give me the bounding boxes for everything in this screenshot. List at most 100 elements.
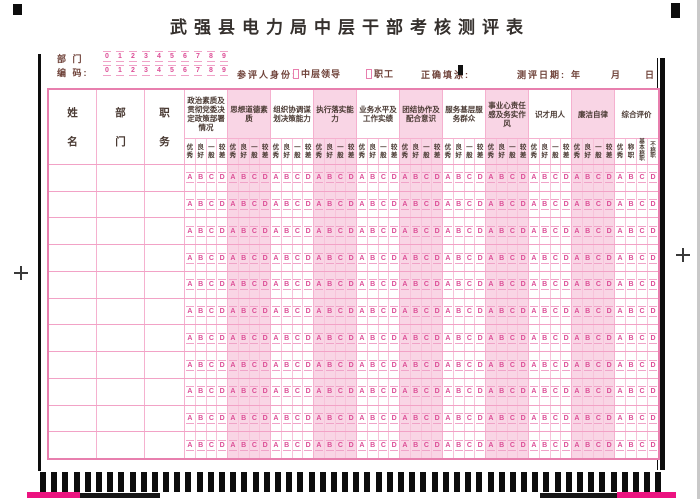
bubble-B[interactable]: B (196, 199, 205, 211)
bubble-A[interactable]: A (357, 412, 366, 424)
bubble-B[interactable]: B (454, 252, 463, 264)
bubble-B[interactable]: B (196, 279, 205, 291)
department-cell[interactable] (97, 352, 145, 378)
bubble-C[interactable]: C (638, 439, 646, 451)
bubble-C[interactable]: C (638, 332, 646, 344)
bubble-A[interactable]: A (185, 439, 194, 451)
bubble-D[interactable]: D (605, 439, 614, 451)
bubble-D[interactable]: D (562, 359, 571, 371)
bubble-A[interactable]: A (443, 172, 452, 184)
bubble-D[interactable]: D (562, 439, 571, 451)
bubble-A[interactable]: A (572, 386, 581, 398)
bubble-B[interactable]: B (583, 412, 592, 424)
bubble-D[interactable]: D (261, 439, 270, 451)
bubble-B[interactable]: B (325, 279, 334, 291)
bubble-C[interactable]: C (207, 359, 216, 371)
bubble-B[interactable]: B (583, 279, 592, 291)
bubble-C[interactable]: C (293, 412, 302, 424)
bubble-B[interactable]: B (454, 306, 463, 318)
bubble-B[interactable]: B (583, 225, 592, 237)
name-cell[interactable] (49, 405, 97, 432)
bubble-D[interactable]: D (562, 386, 571, 398)
bubble-C[interactable]: C (508, 386, 517, 398)
bubble-D[interactable]: D (649, 279, 657, 291)
bubble-C[interactable]: C (465, 332, 474, 344)
bubble-C[interactable]: C (638, 359, 646, 371)
bubble-B[interactable]: B (196, 359, 205, 371)
bubble-C[interactable]: C (422, 412, 431, 424)
bubble-A[interactable]: A (400, 199, 409, 211)
bubble-A[interactable]: A (314, 199, 323, 211)
bubble-A[interactable]: A (572, 439, 581, 451)
bubble-B[interactable]: B (411, 199, 420, 211)
bubble-B[interactable]: B (627, 252, 635, 264)
bubble-C[interactable]: C (594, 412, 603, 424)
bubble-D[interactable]: D (390, 359, 399, 371)
bubble-C[interactable]: C (207, 412, 216, 424)
bubble-B[interactable]: B (497, 306, 506, 318)
bubble-A[interactable]: A (228, 439, 237, 451)
bubble-A[interactable]: A (185, 279, 194, 291)
bubble-D[interactable]: D (649, 412, 657, 424)
bubble-B[interactable]: B (239, 439, 248, 451)
bubble-D[interactable]: D (261, 199, 270, 211)
name-cell[interactable] (49, 245, 97, 271)
bubble-B[interactable]: B (540, 252, 549, 264)
digit-bubble-5[interactable]: 5 (168, 65, 176, 76)
bubble-D[interactable]: D (261, 332, 270, 344)
bubble-B[interactable]: B (454, 279, 463, 291)
bubble-B[interactable]: B (282, 306, 291, 318)
bubble-C[interactable]: C (594, 225, 603, 237)
bubble-D[interactable]: D (390, 332, 399, 344)
bubble-C[interactable]: C (465, 279, 474, 291)
bubble-D[interactable]: D (476, 279, 485, 291)
bubble-D[interactable]: D (304, 225, 313, 237)
digit-bubble-7[interactable]: 7 (194, 51, 202, 62)
bubble-B[interactable]: B (282, 359, 291, 371)
bubble-A[interactable]: A (529, 412, 538, 424)
bubble-D[interactable]: D (476, 332, 485, 344)
bubble-D[interactable]: D (476, 439, 485, 451)
bubble-B[interactable]: B (497, 172, 506, 184)
bubble-C[interactable]: C (551, 412, 560, 424)
bubble-B[interactable]: B (454, 439, 463, 451)
bubble-A[interactable]: A (443, 225, 452, 237)
bubble-B[interactable]: B (368, 172, 377, 184)
bubble-B[interactable]: B (454, 359, 463, 371)
bubble-D[interactable]: D (562, 306, 571, 318)
bubble-C[interactable]: C (422, 386, 431, 398)
bubble-A[interactable]: A (443, 412, 452, 424)
bubble-B[interactable]: B (368, 279, 377, 291)
bubble-B[interactable]: B (583, 172, 592, 184)
bubble-C[interactable]: C (379, 386, 388, 398)
bubble-B[interactable]: B (325, 306, 334, 318)
bubble-B[interactable]: B (583, 306, 592, 318)
position-cell[interactable] (145, 325, 185, 352)
bubble-A[interactable]: A (529, 439, 538, 451)
digit-bubble-4[interactable]: 4 (155, 51, 163, 62)
bubble-C[interactable]: C (594, 386, 603, 398)
department-cell[interactable] (97, 245, 145, 271)
bubble-C[interactable]: C (551, 172, 560, 184)
bubble-C[interactable]: C (379, 199, 388, 211)
bubble-D[interactable]: D (433, 439, 442, 451)
bubble-B[interactable]: B (411, 252, 420, 264)
bubble-B[interactable]: B (627, 172, 635, 184)
bubble-B[interactable]: B (282, 279, 291, 291)
bubble-A[interactable]: A (314, 252, 323, 264)
bubble-C[interactable]: C (293, 306, 302, 318)
bubble-D[interactable]: D (390, 412, 399, 424)
bubble-C[interactable]: C (293, 279, 302, 291)
position-cell[interactable] (145, 271, 185, 298)
bubble-D[interactable]: D (562, 252, 571, 264)
bubble-B[interactable]: B (411, 332, 420, 344)
bubble-D[interactable]: D (605, 225, 614, 237)
bubble-A[interactable]: A (228, 359, 237, 371)
bubble-A[interactable]: A (529, 279, 538, 291)
bubble-A[interactable]: A (228, 306, 237, 318)
bubble-A[interactable]: A (400, 439, 409, 451)
bubble-C[interactable]: C (594, 359, 603, 371)
bubble-D[interactable]: D (218, 172, 227, 184)
bubble-D[interactable]: D (433, 359, 442, 371)
bubble-D[interactable]: D (218, 412, 227, 424)
